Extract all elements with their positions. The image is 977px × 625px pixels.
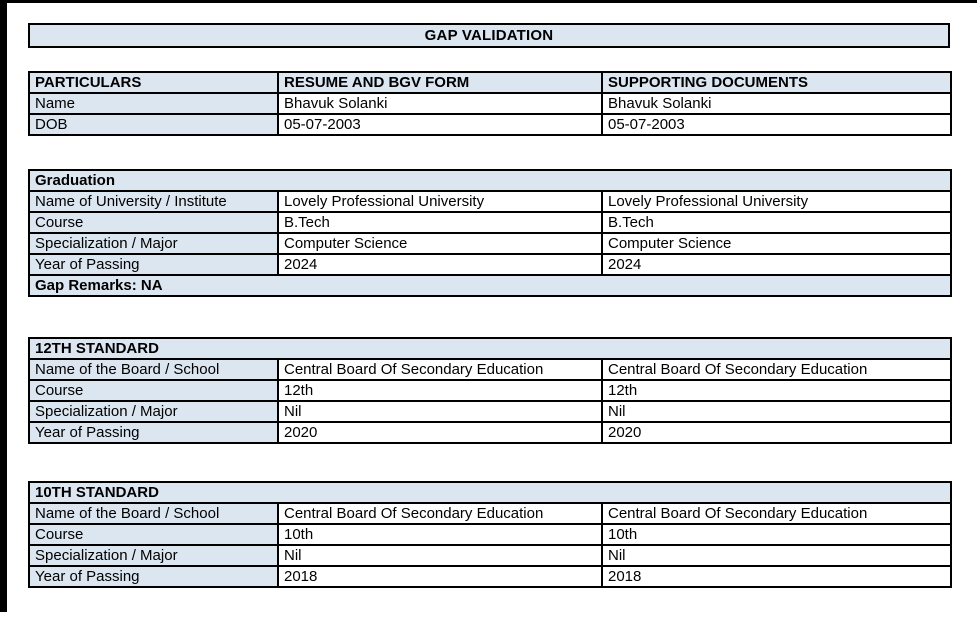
row-label-cell: Year of Passing [28,253,279,276]
table-row: Year of Passing 2024 2024 [28,253,953,276]
section-heading-cell: 10TH STANDARD [28,481,952,504]
table-row: Name of the Board / School Central Board… [28,358,952,381]
resume-value-cell: Computer Science [277,232,603,255]
resume-value-cell: 12th [277,379,603,402]
supporting-value-cell: 05-07-2003 [601,113,952,136]
table-row: Course 10th 10th [28,523,952,546]
row-label-cell: Name of the Board / School [28,502,279,525]
table-row: Year of Passing 2018 2018 [28,565,952,588]
row-label-cell: Year of Passing [28,565,279,588]
twelfth-standard-table: 12TH STANDARD Name of the Board / School… [28,337,952,444]
left-edge-bar [0,0,7,612]
table-header-row: PARTICULARS RESUME AND BGV FORM SUPPORTI… [28,71,952,94]
row-label-cell: DOB [28,113,279,136]
resume-value-cell: 10th [277,523,603,546]
supporting-value-cell: Central Board Of Secondary Education [601,502,952,525]
section-heading-row: 12TH STANDARD [28,337,952,360]
supporting-value-cell: Computer Science [600,232,953,255]
row-label-cell: Specialization / Major [28,544,279,567]
column-header-supporting-documents: SUPPORTING DOCUMENTS [601,71,952,94]
table-row: Course B.Tech B.Tech [28,211,953,234]
supporting-value-cell: Nil [601,400,952,423]
particulars-table: PARTICULARS RESUME AND BGV FORM SUPPORTI… [28,71,952,136]
top-edge-line [0,0,977,3]
row-label-cell: Course [28,523,279,546]
column-header-resume-bgv: RESUME AND BGV FORM [277,71,603,94]
graduation-table: Graduation Name of University / Institut… [27,169,953,297]
column-header-particulars: PARTICULARS [28,71,279,94]
supporting-value-cell: Bhavuk Solanki [601,92,952,115]
table-row: Specialization / Major Nil Nil [28,544,952,567]
tenth-standard-table: 10TH STANDARD Name of the Board / School… [28,481,952,588]
resume-value-cell: 2024 [277,253,603,276]
section-heading-cell: 12TH STANDARD [28,337,952,360]
table-row: DOB 05-07-2003 05-07-2003 [28,113,952,136]
supporting-value-cell: 2024 [600,253,953,276]
gap-remarks-row: Gap Remarks: NA [27,274,953,297]
row-label-cell: Course [28,379,279,402]
row-label-cell: Name [28,92,279,115]
document-title: GAP VALIDATION [424,27,554,44]
table-row: Name of University / Institute Lovely Pr… [28,190,953,213]
table-row: Specialization / Major Computer Science … [28,232,953,255]
document-title-banner: GAP VALIDATION [28,23,950,48]
section-heading-row: Graduation [27,169,953,192]
gap-remarks-cell: Gap Remarks: NA [27,274,953,297]
supporting-value-cell: 2020 [601,421,952,444]
resume-value-cell: 2018 [277,565,603,588]
resume-value-cell: Nil [277,400,603,423]
row-label-cell: Name of the Board / School [28,358,279,381]
table-row: Name of the Board / School Central Board… [28,502,952,525]
table-row: Specialization / Major Nil Nil [28,400,952,423]
supporting-value-cell: 10th [601,523,952,546]
resume-value-cell: Lovely Professional University [277,190,603,213]
supporting-value-cell: Nil [601,544,952,567]
supporting-value-cell: Central Board Of Secondary Education [601,358,952,381]
supporting-value-cell: B.Tech [600,211,953,234]
row-label-cell: Name of University / Institute [28,190,279,213]
row-label-cell: Course [28,211,279,234]
resume-value-cell: 2020 [277,421,603,444]
row-label-cell: Year of Passing [28,421,279,444]
row-label-cell: Specialization / Major [28,232,279,255]
supporting-value-cell: 12th [601,379,952,402]
row-label-cell: Specialization / Major [28,400,279,423]
table-row: Course 12th 12th [28,379,952,402]
table-row: Year of Passing 2020 2020 [28,421,952,444]
resume-value-cell: Central Board Of Secondary Education [277,502,603,525]
section-heading-row: 10TH STANDARD [28,481,952,504]
resume-value-cell: Nil [277,544,603,567]
resume-value-cell: 05-07-2003 [277,113,603,136]
supporting-value-cell: Lovely Professional University [600,190,953,213]
resume-value-cell: Bhavuk Solanki [277,92,603,115]
table-row: Name Bhavuk Solanki Bhavuk Solanki [28,92,952,115]
supporting-value-cell: 2018 [601,565,952,588]
resume-value-cell: Central Board Of Secondary Education [277,358,603,381]
section-heading-cell: Graduation [27,169,953,192]
resume-value-cell: B.Tech [277,211,603,234]
